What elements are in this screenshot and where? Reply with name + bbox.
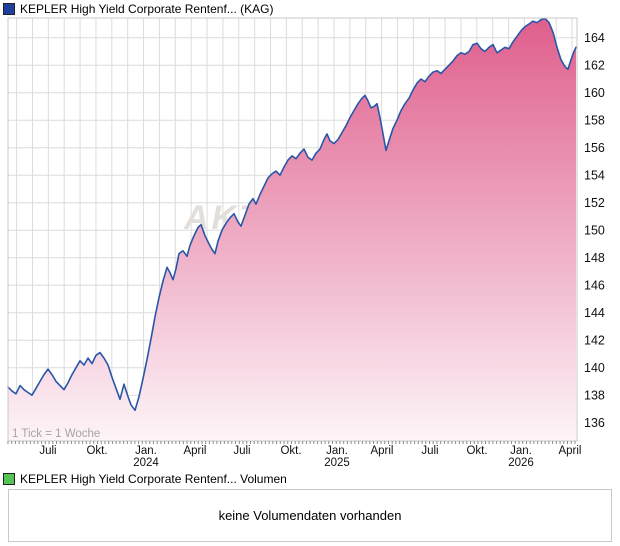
price-area-series bbox=[7, 17, 577, 442]
x-tick-label: Juli bbox=[39, 445, 56, 457]
x-tick-label: Jan. bbox=[135, 445, 157, 457]
price-series-color-icon bbox=[3, 3, 15, 15]
volume-series-label: KEPLER High Yield Corporate Rentenf... V… bbox=[20, 472, 287, 486]
y-tick-label: 156 bbox=[584, 141, 605, 155]
price-series-legend: KEPLER High Yield Corporate Rentenf... (… bbox=[3, 3, 273, 15]
y-tick-label: 138 bbox=[584, 389, 605, 403]
volume-series-color-icon bbox=[3, 473, 15, 485]
volume-series-legend: KEPLER High Yield Corporate Rentenf... V… bbox=[3, 473, 287, 485]
x-tick-label: April bbox=[183, 445, 206, 457]
y-tick-label: 142 bbox=[584, 334, 605, 348]
y-tick-label: 154 bbox=[584, 169, 605, 183]
x-tick-label: 2024 bbox=[133, 457, 159, 469]
y-tick-label: 158 bbox=[584, 114, 605, 128]
x-tick-label: Juli bbox=[421, 445, 438, 457]
x-tick-label: April bbox=[558, 445, 581, 457]
y-tick-label: 164 bbox=[584, 31, 605, 45]
week-tick-marks bbox=[7, 441, 576, 444]
x-tick-label: April bbox=[370, 445, 393, 457]
plot-border bbox=[7, 17, 578, 442]
x-tick-label: Jan. bbox=[510, 445, 532, 457]
tick-interval-note: 1 Tick = 1 Woche bbox=[12, 428, 100, 440]
x-tick-label: Juli bbox=[233, 445, 250, 457]
x-tick-label: 2026 bbox=[508, 457, 534, 469]
y-tick-label: 160 bbox=[584, 86, 605, 100]
y-tick-label: 140 bbox=[584, 361, 605, 375]
x-tick-label: Okt. bbox=[280, 445, 301, 457]
y-tick-label: 152 bbox=[584, 196, 605, 210]
y-tick-label: 150 bbox=[584, 224, 605, 238]
x-tick-label: Okt. bbox=[466, 445, 487, 457]
volume-panel: keine Volumendaten vorhanden bbox=[8, 489, 612, 542]
y-axis-labels: 136 138 140 142 144 146 148 150 152 154 156 158 160 1… bbox=[584, 31, 605, 430]
y-tick-label: 146 bbox=[584, 279, 605, 293]
y-tick-label: 162 bbox=[584, 59, 605, 73]
price-series-label: KEPLER High Yield Corporate Rentenf... (… bbox=[20, 2, 274, 16]
x-tick-label: 2025 bbox=[324, 457, 350, 469]
y-tick-label: 136 bbox=[584, 416, 605, 430]
x-tick-label: Okt. bbox=[86, 445, 107, 457]
x-tick-label: Jan. bbox=[326, 445, 348, 457]
y-tick-label: 144 bbox=[584, 306, 605, 320]
y-tick-label: 148 bbox=[584, 251, 605, 265]
no-volume-message: keine Volumendaten vorhanden bbox=[218, 508, 402, 523]
